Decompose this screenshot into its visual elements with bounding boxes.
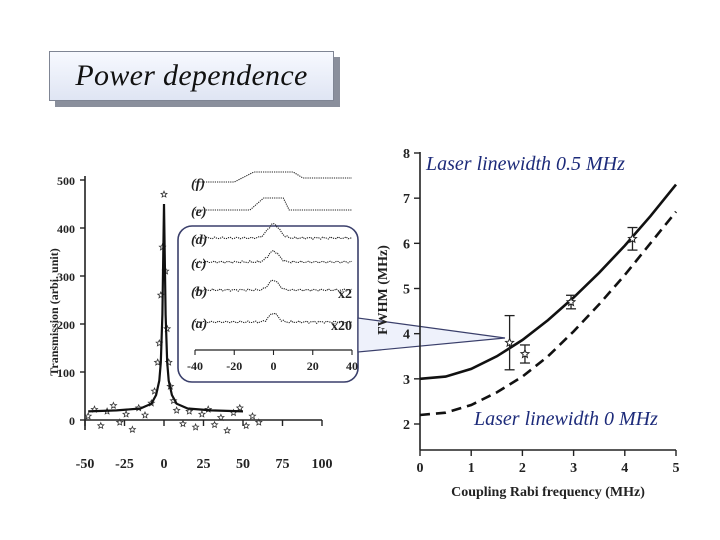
left-data-point: [169, 396, 178, 405]
right-y-tick-label: 2: [403, 418, 410, 433]
inset-x-tick-label: 20: [307, 359, 319, 373]
right-x-tick-label: 1: [468, 461, 475, 476]
inset-trace: [194, 312, 353, 325]
right-x-tick-label: 4: [621, 461, 628, 476]
left-data-point: [84, 411, 93, 420]
left-y-tick-label: 200: [57, 318, 75, 332]
left-y-tick-label: 400: [57, 222, 75, 236]
left-data-point: [191, 422, 200, 431]
inset-x-tick-label: -40: [187, 359, 203, 373]
left-x-tick-label: 100: [312, 457, 333, 472]
right-y-tick-label: 4: [403, 328, 410, 343]
inset-trace-label: (b): [191, 285, 207, 300]
right-y-tick-label: 7: [403, 192, 410, 207]
right-chart: 0 1 2 3 4 5 2 3 4 5 6 7 8 Coupling Rabi frequency (…: [376, 147, 680, 500]
left-x-tick-label: 50: [236, 457, 250, 472]
left-data-point: [140, 410, 150, 419]
left-y-tick-label: 300: [57, 270, 75, 284]
left-data-point: [185, 407, 194, 415]
inset-scale-label: x20: [331, 319, 352, 334]
inset-trace-label: (e): [191, 205, 207, 220]
left-fit-line: [88, 203, 244, 413]
left-y-tick-label: 100: [57, 366, 75, 380]
right-y-tick-label: 3: [403, 373, 410, 388]
fwhm-data-point: [565, 296, 577, 307]
inset-trace-label: (f): [191, 177, 205, 192]
inset-trace: [195, 197, 352, 211]
left-x-tick-label: -50: [76, 457, 95, 472]
inset-callout: [357, 317, 506, 353]
right-x-tick-label: 3: [570, 461, 577, 476]
right-x-tick-label: 5: [673, 461, 680, 476]
right-x-tick-label: 2: [519, 461, 526, 476]
left-y-label: Transmission (arbi. unit): [47, 248, 61, 375]
left-data-point: [242, 421, 251, 430]
right-y-tick-label: 6: [403, 237, 410, 252]
left-data-point: [128, 425, 137, 434]
left-data-point: [160, 190, 168, 198]
inset-trace: [195, 171, 352, 183]
left-x-tick-label: 75: [276, 457, 290, 472]
left-data-point: [121, 409, 131, 418]
left-data-point: [96, 421, 105, 430]
inset-x-tick-label: 40: [346, 359, 358, 373]
slide-title: Power dependence: [75, 59, 308, 92]
right-x-label: Coupling Rabi frequency (MHz): [451, 485, 645, 500]
inset-x-tick-label: 0: [271, 359, 277, 373]
inset-chart: (f) (e) (d) (c) (b) x2 (a) x20 -40 -20 0 20 40: [177, 171, 506, 383]
curve-linewidth-05: [419, 183, 678, 381]
inset-scale-label: x2: [338, 287, 352, 302]
left-x-tick-label: 0: [161, 457, 168, 472]
fwhm-data-point: [627, 233, 638, 244]
fwhm-data-point: [519, 348, 531, 359]
right-x-tick-label: 0: [417, 461, 424, 476]
annotation-linewidth-0: Laser linewidth 0 MHz: [473, 408, 658, 430]
inset-trace: [194, 279, 353, 292]
left-data-point: [115, 418, 124, 426]
right-y-tick-label: 8: [403, 147, 410, 162]
inset-x-tick-label: -20: [226, 359, 242, 373]
left-data-point: [172, 406, 181, 414]
left-y-tick-label: 0: [69, 414, 75, 428]
left-data-point: [197, 409, 207, 418]
curve-linewidth-0: [419, 210, 678, 417]
left-data-point: [235, 403, 244, 412]
inset-trace: [194, 223, 353, 241]
title-box: Power dependence: [49, 51, 334, 101]
inset-trace-label: (c): [191, 257, 207, 272]
left-data-point: [109, 401, 118, 410]
right-y-label: FWHM (MHz): [376, 245, 391, 335]
left-data-point: [178, 419, 188, 428]
left-x-tick-label: -25: [115, 457, 134, 472]
left-data-point: [210, 420, 219, 429]
inset-frame: [177, 225, 359, 383]
left-data-point: [223, 426, 232, 434]
left-x-tick-label: 25: [197, 457, 211, 472]
fwhm-data-point: [504, 337, 515, 348]
inset-trace-label: (d): [191, 233, 207, 248]
left-y-tick-label: 500: [57, 174, 75, 188]
right-y-tick-label: 5: [403, 283, 410, 298]
inset-trace-label: (a): [191, 317, 207, 332]
left-data-point: [248, 411, 257, 420]
annotation-linewidth-05: Laser linewidth 0.5 MHz: [425, 153, 625, 175]
left-data-point: [216, 413, 225, 422]
left-data-point: [254, 418, 263, 426]
inset-trace: [194, 249, 353, 264]
